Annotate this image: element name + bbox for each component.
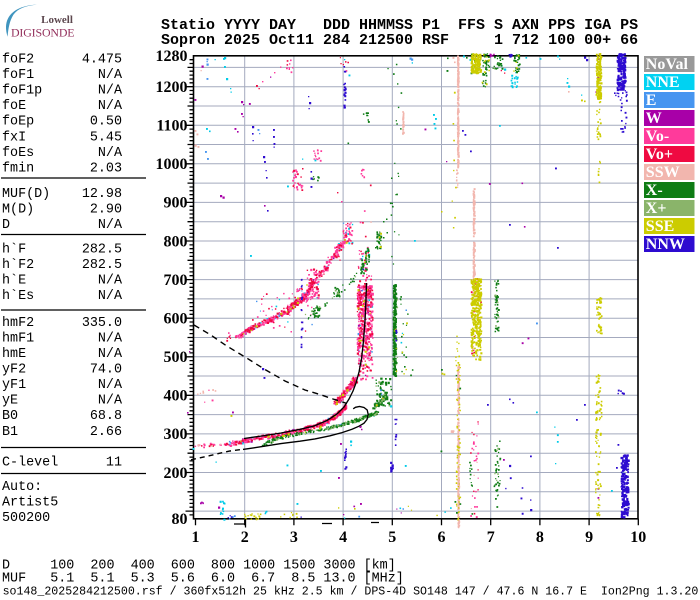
svg-text:B0: B0 (2, 409, 18, 424)
svg-text:N/A: N/A (98, 68, 123, 83)
svg-text:X-: X- (646, 182, 663, 199)
svg-text:M(D): M(D) (2, 202, 34, 217)
svg-text:282.5: 282.5 (82, 258, 122, 273)
svg-text:0.50: 0.50 (90, 115, 122, 130)
svg-text:1000: 1000 (156, 156, 188, 173)
svg-text:X+: X+ (646, 200, 667, 217)
svg-text:1: 1 (192, 529, 200, 546)
svg-text:h`F2: h`F2 (2, 258, 34, 273)
svg-text:Statio YYYY DAY DDD HHMMSS P: Statio YYYY DAY DDD HHMMSS P1 FFS S AXN … (161, 17, 638, 34)
svg-text:5: 5 (388, 529, 396, 546)
svg-text:9: 9 (585, 529, 593, 546)
svg-text:4.475: 4.475 (82, 52, 122, 67)
svg-text:282.5: 282.5 (82, 242, 122, 257)
svg-text:NNW: NNW (646, 236, 685, 253)
svg-text:N/A: N/A (98, 146, 123, 161)
svg-text:hmF1: hmF1 (2, 331, 34, 346)
svg-text:N/A: N/A (98, 289, 123, 304)
svg-text:foEs: foEs (2, 146, 34, 161)
svg-text:hmF2: hmF2 (2, 316, 34, 331)
svg-text:fxI: fxI (2, 130, 26, 145)
svg-text:yF1: yF1 (2, 378, 26, 393)
svg-text:500: 500 (164, 349, 188, 366)
svg-text:800: 800 (164, 233, 188, 250)
svg-text:1100: 1100 (156, 118, 187, 135)
svg-text:C-level: C-level (2, 455, 58, 470)
svg-text:h`E: h`E (2, 273, 26, 288)
svg-text:Artist5: Artist5 (2, 496, 58, 511)
svg-text:N/A: N/A (98, 394, 123, 409)
svg-text:700: 700 (164, 272, 188, 289)
svg-text:Sopron 2025 Oct11 284 212500 R: Sopron 2025 Oct11 284 212500 RSF 1 712 1… (161, 32, 638, 49)
svg-text:yE: yE (2, 394, 18, 409)
svg-text:10: 10 (630, 529, 646, 546)
svg-text:foF1p: foF1p (2, 84, 42, 99)
svg-text:W: W (646, 110, 662, 127)
svg-text:1200: 1200 (156, 79, 188, 96)
svg-text:NNE: NNE (646, 74, 680, 91)
svg-text:h`F: h`F (2, 242, 26, 257)
svg-text:200: 200 (164, 465, 188, 482)
svg-text:Vo-: Vo- (646, 128, 669, 145)
svg-text:N/A: N/A (98, 84, 123, 99)
svg-text:300: 300 (164, 426, 188, 443)
svg-text:D: D (2, 218, 10, 233)
svg-text:2.66: 2.66 (90, 425, 122, 440)
svg-text:N/A: N/A (98, 331, 123, 346)
svg-text:Vo+: Vo+ (646, 146, 673, 163)
svg-text:2: 2 (241, 529, 249, 546)
svg-text:335.0: 335.0 (82, 316, 122, 331)
svg-text:500200: 500200 (2, 511, 50, 526)
svg-text:N/A: N/A (98, 218, 123, 233)
svg-text:N/A: N/A (98, 378, 123, 393)
svg-text:74.0: 74.0 (90, 362, 122, 377)
svg-text:fmin: fmin (2, 162, 34, 177)
svg-text:DIGISONDE: DIGISONDE (11, 26, 74, 40)
svg-text:8: 8 (536, 529, 544, 546)
svg-text:yF2: yF2 (2, 362, 26, 377)
svg-text:foF2: foF2 (2, 52, 34, 67)
svg-text:4: 4 (339, 529, 347, 546)
svg-text:Lowell: Lowell (41, 14, 73, 26)
svg-text:E: E (646, 92, 657, 109)
svg-text:80: 80 (172, 511, 188, 528)
svg-text:11: 11 (106, 455, 122, 470)
svg-text:SSW: SSW (646, 164, 680, 181)
svg-text:5.45: 5.45 (90, 130, 122, 145)
svg-text:400: 400 (164, 388, 188, 405)
svg-text:68.8: 68.8 (90, 409, 122, 424)
svg-text:2.03: 2.03 (90, 162, 122, 177)
svg-text:3: 3 (290, 529, 298, 546)
svg-text:foE: foE (2, 99, 26, 114)
svg-text:12.98: 12.98 (82, 187, 122, 202)
svg-text:Auto:: Auto: (2, 480, 42, 495)
svg-text:6: 6 (438, 529, 446, 546)
svg-text:MUF 5.1 5.1 5.3 5.6 6.0: MUF 5.1 5.1 5.3 5.6 6.0 6.7 8.5 13.0 [MH… (2, 571, 404, 586)
svg-text:SSE: SSE (646, 218, 674, 235)
svg-text:MUF(D): MUF(D) (2, 187, 50, 202)
svg-text:foF1: foF1 (2, 68, 34, 83)
svg-text:D 100 200 400 600 800: D 100 200 400 600 800 1000 1500 3000 [km… (2, 559, 396, 574)
svg-text:NoVal: NoVal (646, 56, 689, 73)
svg-text:7: 7 (487, 529, 495, 546)
svg-text:2.90: 2.90 (90, 202, 122, 217)
svg-text:foEp: foEp (2, 115, 34, 130)
svg-text:B1: B1 (2, 425, 18, 440)
svg-text:so148_2025284212500.rsf / 360f: so148_2025284212500.rsf / 360fx512h 25 k… (3, 586, 699, 599)
svg-text:h`Es: h`Es (2, 289, 34, 304)
svg-text:N/A: N/A (98, 347, 123, 362)
svg-text:600: 600 (164, 311, 188, 328)
svg-text:N/A: N/A (98, 99, 123, 114)
svg-text:1280: 1280 (156, 48, 188, 65)
svg-text:N/A: N/A (98, 273, 123, 288)
svg-text:900: 900 (164, 195, 188, 212)
svg-text:hmE: hmE (2, 347, 26, 362)
